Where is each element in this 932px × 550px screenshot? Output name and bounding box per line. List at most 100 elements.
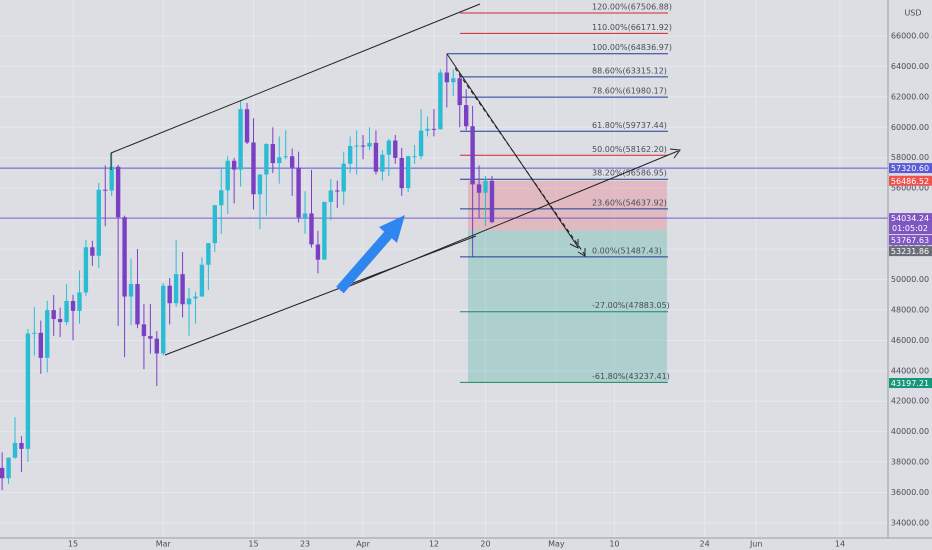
y-tick-label: 64000.00 xyxy=(891,62,929,71)
price-badge-label: 53767.63 xyxy=(891,236,929,245)
candle-body xyxy=(444,72,450,83)
candle-body xyxy=(315,244,321,260)
candle-body xyxy=(322,201,327,260)
x-tick-label: 12 xyxy=(429,540,439,549)
candle-body xyxy=(476,184,482,193)
x-tick-label: 15 xyxy=(68,540,78,549)
price-badge-label: 53231.86 xyxy=(891,247,929,256)
y-tick-label: 58000.00 xyxy=(891,153,929,162)
arrow-head xyxy=(577,248,586,257)
channel-upper xyxy=(110,3,481,154)
candles xyxy=(0,53,495,491)
trend-arrow-line xyxy=(339,150,679,291)
candle-body xyxy=(412,156,417,158)
x-tick-label: 10 xyxy=(609,540,619,549)
candle-body xyxy=(32,332,37,334)
candle-body xyxy=(57,319,63,323)
candle-body xyxy=(148,336,153,339)
y-tick-label: 40000.00 xyxy=(891,427,929,436)
candle-body xyxy=(51,310,56,320)
x-tick-label: 15 xyxy=(248,540,258,549)
fib-label: 61.80%(59737.44) xyxy=(592,121,667,130)
candle-body xyxy=(283,156,288,158)
fib-retracement: 120.00%(67506.88) 110.00%(66171.92) 100.00… xyxy=(0,3,888,383)
candle-body xyxy=(251,142,256,195)
y-tick-label: 34000.00 xyxy=(891,518,929,527)
candle-body xyxy=(64,300,69,323)
x-tick-label: 24 xyxy=(700,540,710,549)
y-tick-label: 60000.00 xyxy=(891,123,929,132)
candle-body xyxy=(367,142,372,147)
price-badge xyxy=(889,246,932,257)
x-tick-label: Jun xyxy=(749,540,763,549)
candle-body xyxy=(6,457,11,479)
candle-body xyxy=(154,338,160,354)
candle-body xyxy=(393,140,398,158)
candle-body xyxy=(109,166,114,191)
candle-body xyxy=(463,105,469,127)
candle-body xyxy=(45,310,50,358)
candle-body xyxy=(380,154,385,172)
price-badge xyxy=(889,235,932,246)
axis-unit: USD xyxy=(904,9,921,18)
candle-body xyxy=(341,163,346,192)
candle-body xyxy=(231,160,237,170)
target-zone xyxy=(468,230,667,384)
fib-label: 50.00%(58162.20) xyxy=(592,145,667,154)
stop-zone xyxy=(468,180,667,231)
candle-body xyxy=(373,142,379,172)
price-badge-label: 54034.24 xyxy=(891,214,929,223)
time-axis xyxy=(0,538,932,550)
candle-body xyxy=(225,160,230,191)
candle-body xyxy=(186,298,192,305)
candle-body xyxy=(399,157,404,189)
y-tick-label: 46000.00 xyxy=(891,336,929,345)
candle-body xyxy=(328,190,334,202)
candle-body xyxy=(167,285,172,304)
position-tool xyxy=(468,180,667,384)
candle-body xyxy=(135,284,140,325)
x-tick-label: May xyxy=(548,540,565,549)
y-tick-label: 56000.00 xyxy=(891,184,929,193)
fib-label: -27.00%(47883.05) xyxy=(592,301,670,310)
fib-label: 78.60%(61980.17) xyxy=(592,87,667,96)
candle-body xyxy=(238,109,243,170)
candle-body xyxy=(277,157,282,164)
y-tick-label: 48000.00 xyxy=(891,305,929,314)
x-tick-label: 23 xyxy=(300,540,310,549)
candle-body xyxy=(141,324,147,337)
y-tick-label: 36000.00 xyxy=(891,488,929,497)
price-badge-label: 43197.21 xyxy=(891,379,929,388)
candle-body xyxy=(244,109,250,143)
countdown: 01:05:02 xyxy=(892,224,928,233)
fib-label: 88.60%(63315.12) xyxy=(592,66,667,75)
dashed-projection xyxy=(454,67,586,256)
candle-body xyxy=(0,467,5,479)
price-axis xyxy=(888,0,932,550)
candle-body xyxy=(360,145,366,147)
fib-label: 100.00%(64836.97) xyxy=(592,43,672,52)
y-tick-label: 62000.00 xyxy=(891,92,929,101)
candle-body xyxy=(489,180,495,223)
candle-body xyxy=(470,126,475,185)
y-tick-label: 66000.00 xyxy=(891,31,929,40)
fib-label: 23.60%(54637.92) xyxy=(592,198,667,207)
price-badge xyxy=(889,175,932,186)
candle-body xyxy=(302,213,308,218)
blue-arrow xyxy=(336,215,405,294)
candle-body xyxy=(161,285,166,354)
candle-body xyxy=(296,167,301,218)
price-badge xyxy=(889,213,932,235)
candle-body xyxy=(199,264,205,297)
candle-body xyxy=(309,213,314,245)
candle-body xyxy=(457,78,462,106)
candle-body xyxy=(264,144,269,175)
candle-body xyxy=(115,166,121,218)
candle-body xyxy=(418,130,424,157)
candle-body xyxy=(38,332,43,358)
candle-body xyxy=(193,296,198,299)
y-tick-label: 44000.00 xyxy=(891,366,929,375)
fib-label: 120.00%(67506.88) xyxy=(592,3,672,12)
candle-body xyxy=(289,156,295,168)
